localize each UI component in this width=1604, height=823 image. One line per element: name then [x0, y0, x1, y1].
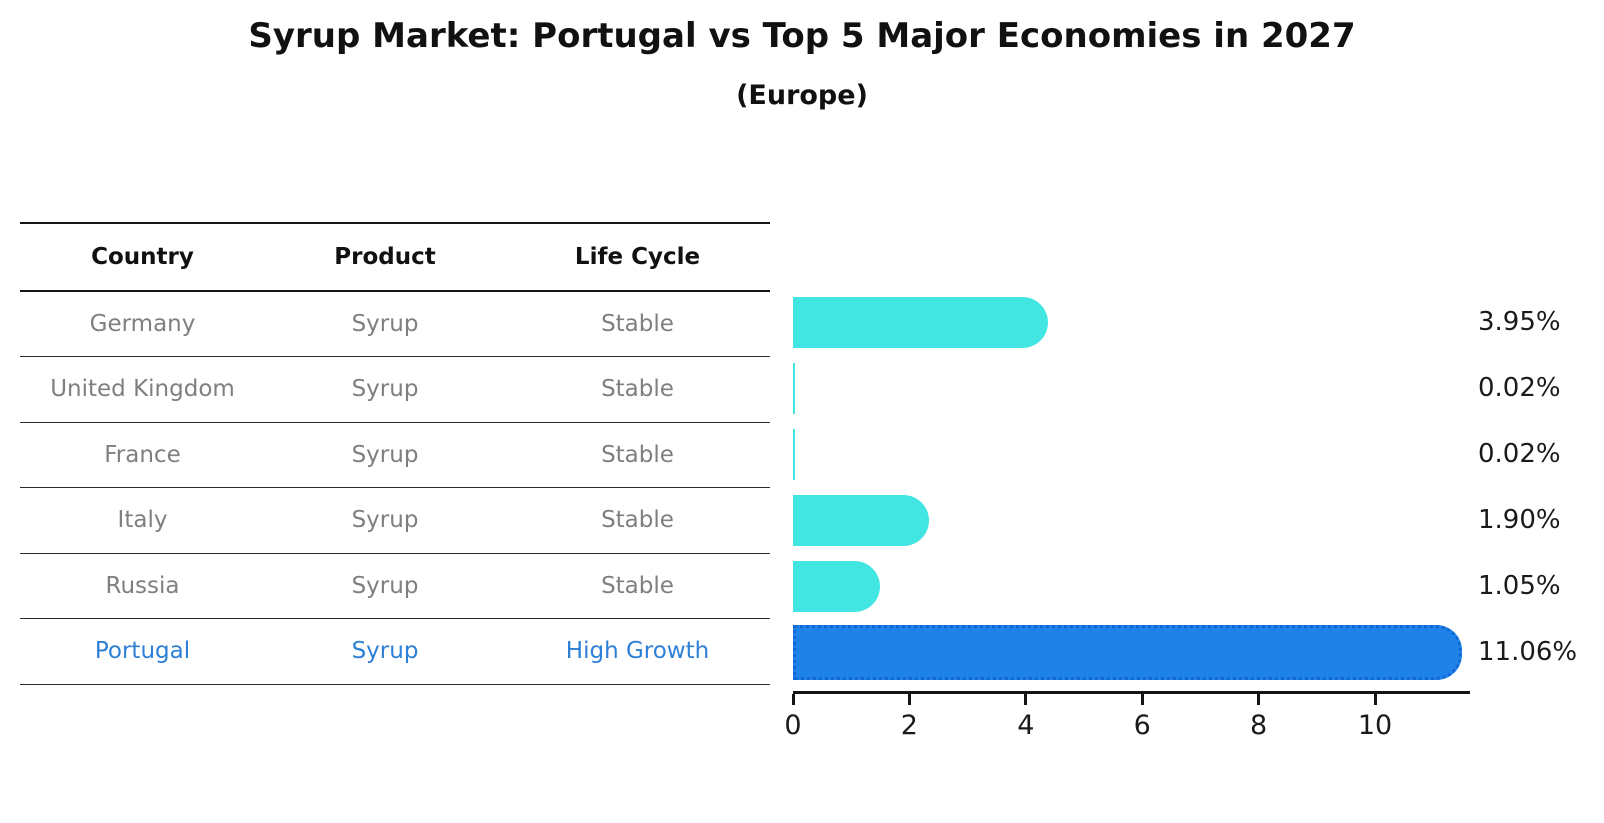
value-label-france: 0.02%	[1478, 439, 1561, 469]
table-row-united-kingdom: United Kingdom Syrup Stable	[20, 357, 770, 423]
value-label-italy: 1.90%	[1478, 505, 1561, 535]
x-axis-tick	[1257, 694, 1261, 705]
cell-product: Syrup	[351, 507, 419, 534]
x-axis-tick-label: 2	[900, 710, 918, 741]
bar-portugal	[793, 624, 1463, 680]
cell-life_cycle: High Growth	[565, 638, 710, 665]
country-table: Country Product Life Cycle Germany Syrup S…	[20, 222, 770, 685]
value-label-united-kingdom: 0.02%	[1478, 373, 1561, 403]
header-life-cycle: Life Cycle	[574, 243, 701, 270]
cell-life_cycle: Stable	[601, 310, 674, 337]
cell-product: Syrup	[351, 441, 419, 468]
cell-country: France	[104, 441, 181, 468]
value-label-portugal: 11.06%	[1478, 637, 1578, 667]
cell-life_cycle: Stable	[601, 572, 674, 599]
cell-country: United Kingdom	[50, 376, 235, 403]
value-label-russia: 1.05%	[1478, 571, 1561, 601]
cell-life_cycle: Stable	[601, 507, 674, 534]
table-row-italy: Italy Syrup Stable	[20, 488, 770, 554]
bar-italy	[793, 494, 930, 546]
x-axis-tick-label: 4	[1017, 710, 1035, 741]
header-product: Product	[334, 243, 436, 270]
bar-france	[793, 428, 795, 480]
x-axis-tick	[791, 694, 795, 705]
chart-title: Syrup Market: Portugal vs Top 5 Major Ec…	[248, 16, 1356, 56]
cell-product: Syrup	[351, 572, 419, 599]
cell-product: Syrup	[351, 376, 419, 403]
table-body: Germany Syrup Stable United Kingdom Syrup Sta…	[20, 292, 770, 685]
cell-life_cycle: Stable	[601, 376, 674, 403]
x-axis-tick	[1140, 694, 1144, 705]
x-axis-tick	[1373, 694, 1377, 705]
cell-product: Syrup	[351, 638, 419, 665]
table-row-germany: Germany Syrup Stable	[20, 292, 770, 357]
cell-country: Italy	[117, 507, 168, 534]
table-row-portugal: Portugal Syrup High Growth	[20, 619, 770, 685]
x-axis-tick-label: 8	[1250, 710, 1268, 741]
x-axis-tick-label: 10	[1357, 710, 1393, 741]
x-axis-tick-label: 0	[784, 710, 802, 741]
table-header-row: Country Product Life Cycle	[20, 224, 770, 292]
header-country: Country	[91, 243, 194, 270]
cell-life_cycle: Stable	[601, 441, 674, 468]
cell-country: Portugal	[94, 638, 191, 665]
table-row-russia: Russia Syrup Stable	[20, 554, 770, 619]
x-axis-tick-label: 6	[1133, 710, 1151, 741]
chart-subtitle: (Europe)	[736, 80, 868, 111]
bar-united-kingdom	[793, 362, 795, 414]
bar-germany	[793, 296, 1049, 348]
x-axis-tick	[907, 694, 911, 705]
cell-product: Syrup	[351, 310, 419, 337]
x-axis-tick	[1024, 694, 1028, 705]
value-label-germany: 3.95%	[1478, 307, 1561, 337]
table-row-france: France Syrup Stable	[20, 423, 770, 488]
bar-russia	[793, 560, 880, 612]
cell-country: Russia	[105, 572, 180, 599]
cell-country: Germany	[89, 310, 196, 337]
x-axis-line	[793, 691, 1470, 694]
